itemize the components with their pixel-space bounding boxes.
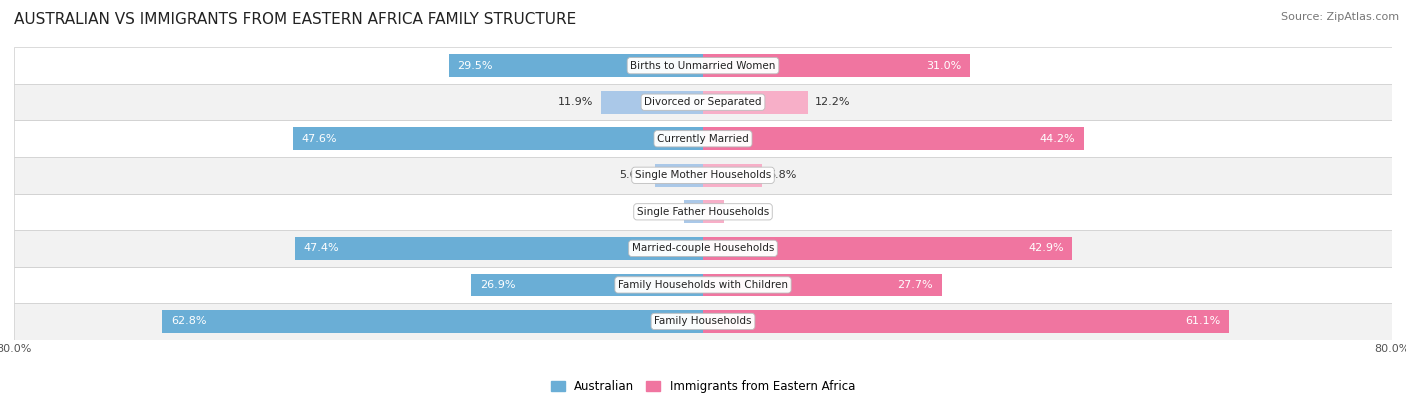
Bar bbox=[703, 55, 970, 77]
Bar bbox=[14, 84, 1392, 120]
Text: Family Households with Children: Family Households with Children bbox=[619, 280, 787, 290]
Text: 5.6%: 5.6% bbox=[620, 170, 648, 180]
Text: 2.2%: 2.2% bbox=[648, 207, 678, 217]
Text: 31.0%: 31.0% bbox=[927, 61, 962, 71]
Text: Single Mother Households: Single Mother Households bbox=[636, 170, 770, 180]
Bar bbox=[703, 128, 1084, 150]
Text: Married-couple Households: Married-couple Households bbox=[631, 243, 775, 253]
Bar bbox=[600, 91, 703, 113]
Text: 29.5%: 29.5% bbox=[457, 61, 494, 71]
Text: 47.6%: 47.6% bbox=[302, 134, 337, 144]
Bar bbox=[703, 237, 1073, 260]
Bar bbox=[14, 194, 1392, 230]
Text: Divorced or Separated: Divorced or Separated bbox=[644, 97, 762, 107]
Bar bbox=[703, 201, 724, 223]
Bar bbox=[14, 47, 1392, 84]
Bar bbox=[449, 55, 703, 77]
Text: 47.4%: 47.4% bbox=[304, 243, 339, 253]
Text: Currently Married: Currently Married bbox=[657, 134, 749, 144]
Bar bbox=[292, 128, 703, 150]
Text: 44.2%: 44.2% bbox=[1039, 134, 1076, 144]
Bar bbox=[685, 201, 703, 223]
Bar bbox=[655, 164, 703, 186]
Bar bbox=[471, 274, 703, 296]
Bar bbox=[162, 310, 703, 333]
Bar bbox=[14, 157, 1392, 194]
Text: Births to Unmarried Women: Births to Unmarried Women bbox=[630, 61, 776, 71]
Bar bbox=[14, 120, 1392, 157]
Bar bbox=[703, 274, 942, 296]
Bar bbox=[703, 91, 808, 113]
Text: Source: ZipAtlas.com: Source: ZipAtlas.com bbox=[1281, 12, 1399, 22]
Text: Family Households: Family Households bbox=[654, 316, 752, 326]
Bar bbox=[295, 237, 703, 260]
Text: 12.2%: 12.2% bbox=[815, 97, 851, 107]
Text: 62.8%: 62.8% bbox=[170, 316, 207, 326]
Bar bbox=[14, 267, 1392, 303]
Text: 26.9%: 26.9% bbox=[479, 280, 516, 290]
Bar bbox=[703, 164, 762, 186]
Text: Single Father Households: Single Father Households bbox=[637, 207, 769, 217]
Bar bbox=[14, 230, 1392, 267]
Text: 42.9%: 42.9% bbox=[1028, 243, 1064, 253]
Text: 6.8%: 6.8% bbox=[769, 170, 797, 180]
Bar bbox=[703, 310, 1229, 333]
Text: AUSTRALIAN VS IMMIGRANTS FROM EASTERN AFRICA FAMILY STRUCTURE: AUSTRALIAN VS IMMIGRANTS FROM EASTERN AF… bbox=[14, 12, 576, 27]
Bar bbox=[14, 303, 1392, 340]
Text: 11.9%: 11.9% bbox=[558, 97, 593, 107]
Text: 27.7%: 27.7% bbox=[897, 280, 934, 290]
Text: 2.4%: 2.4% bbox=[731, 207, 759, 217]
Text: 61.1%: 61.1% bbox=[1185, 316, 1220, 326]
Legend: Australian, Immigrants from Eastern Africa: Australian, Immigrants from Eastern Afri… bbox=[546, 376, 860, 395]
